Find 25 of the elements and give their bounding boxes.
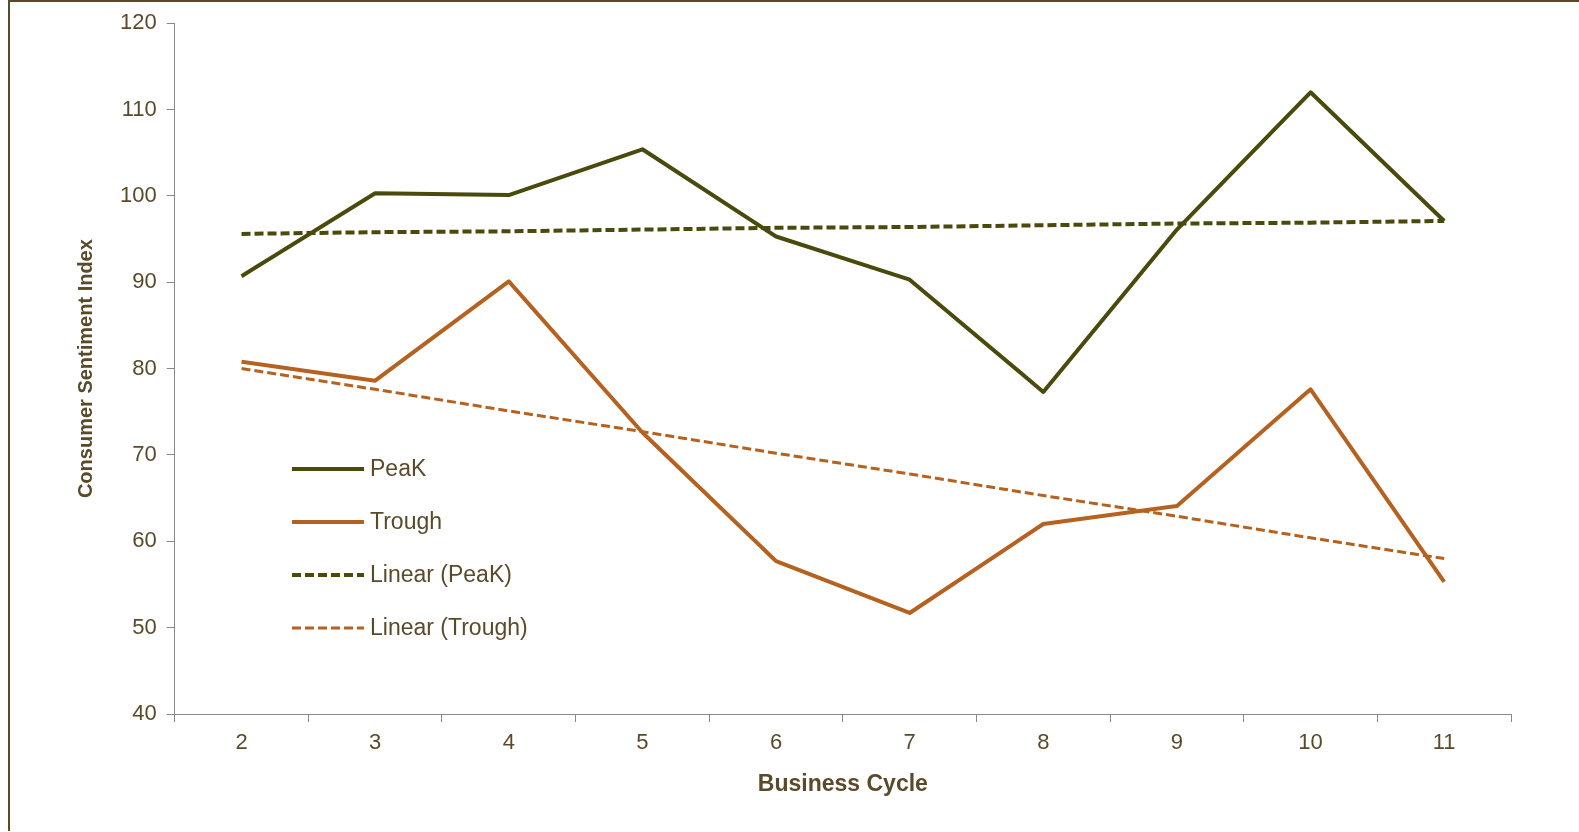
y-tick-label: 80: [132, 354, 157, 380]
y-tick-label: 50: [132, 613, 157, 639]
y-tick-label: 60: [132, 527, 157, 553]
x-tick-label: 10: [1298, 729, 1323, 755]
x-tick-label: 4: [502, 729, 515, 755]
y-axis-title: Consumer Sentiment Index: [73, 239, 96, 499]
y-tick-label: 90: [132, 268, 157, 294]
x-tick-label: 7: [903, 729, 916, 755]
legend-label: Trough: [370, 508, 443, 535]
y-tick-label: 40: [132, 700, 157, 726]
x-tick-label: 9: [1170, 729, 1184, 755]
x-tick-label: 5: [636, 729, 649, 755]
x-tick-label: 3: [369, 729, 382, 755]
legend-label: Linear (PeaK): [370, 561, 512, 588]
x-tick-label: 2: [235, 729, 248, 755]
y-tick-label: 70: [132, 441, 157, 467]
y-tick-label: 100: [119, 181, 157, 207]
x-tick-label: 8: [1037, 729, 1050, 755]
legend-label: Linear (Trough): [370, 614, 528, 641]
y-tick-label: 120: [119, 9, 157, 35]
y-tick-label: 110: [121, 95, 157, 121]
x-axis-title: Business Cycle: [757, 769, 928, 796]
x-tick-label: 6: [769, 729, 783, 755]
legend-label: PeaK: [370, 455, 427, 482]
x-tick-label: 11: [1432, 729, 1456, 755]
